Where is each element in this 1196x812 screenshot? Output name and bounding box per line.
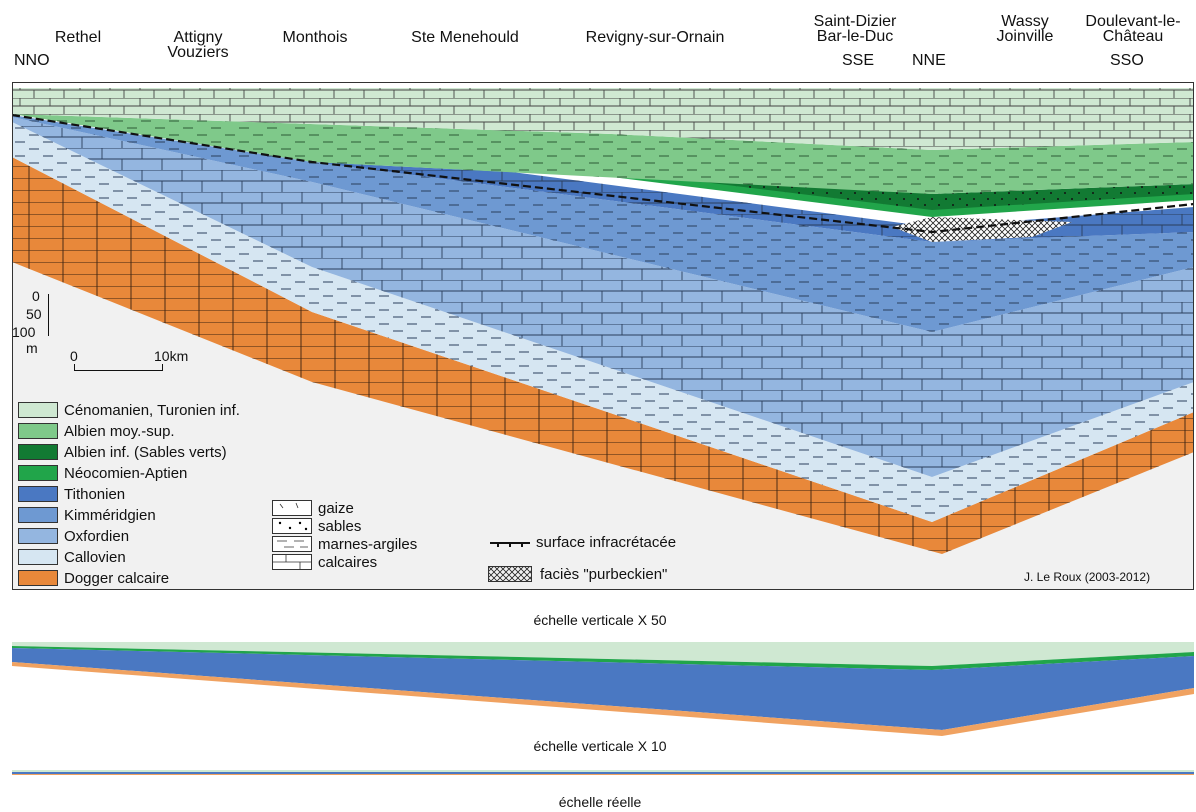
cross-section-real [12,770,1194,775]
surface-infracretacee-label: surface infracrétacée [536,534,677,551]
place-ste-menehould: Ste Menehould [411,29,519,46]
cross-section-x50 [12,82,1194,590]
marnes-label: marnes-argiles [318,536,418,553]
legend-item: Dogger calcaire [18,569,169,587]
cross-section-x10 [12,642,1194,736]
hscale-start: 0 [70,348,78,364]
caption-x10: échelle verticale X 10 [533,738,667,754]
vscale-100: 100 [12,324,36,340]
legend-item: Néocomien-Aptien [18,464,187,482]
calcaires-swatch [272,554,312,570]
direction-nne: NNE [912,52,946,69]
legend-item: Oxfordien [18,527,129,545]
surface-infracretacee-symbol [490,542,530,547]
gaize-swatch [272,500,312,516]
marnes-swatch [272,536,312,552]
legend-item: Albien inf. (Sables verts) [18,443,227,461]
legend-item: Callovien [18,548,126,566]
legend-item: Cénomanien, Turonien inf. [18,401,240,419]
legend-item: Tithonien [18,485,125,503]
credit: J. Le Roux (2003-2012) [1024,570,1151,584]
legend-item: Kimméridgien [18,506,156,524]
place-wassy-joinville: Wassy Joinville [996,13,1054,45]
place-attigny-vouziers: Attigny Vouziers [167,29,229,61]
place-doulevant: Doulevant-le- Château [1085,13,1181,45]
vscale-0: 0 [32,288,40,304]
purbeckien-label: faciès "purbeckien" [540,566,668,583]
caption-real: échelle réelle [558,794,642,810]
place-saint-dizier: Saint-Dizier Bar-le-Duc [813,13,897,45]
direction-nno: NNO [14,52,50,69]
gaize-label: gaize [318,500,354,517]
vscale-unit: m [26,340,38,356]
place-rethel: Rethel [54,29,102,46]
caption-x50: échelle verticale X 50 [533,612,667,628]
sables-swatch [272,518,312,534]
legend-item: Albien moy.-sup. [18,422,175,440]
surface-infracretacee-line [12,113,1194,234]
calcaires-label: calcaires [318,554,378,571]
hscale-end: 10km [154,348,189,364]
direction-sso: SSO [1110,52,1144,69]
sables-label: sables [318,518,362,535]
direction-sse: SSE [842,52,875,69]
place-revigny: Revigny-sur-Ornain [585,29,725,46]
purbeckien-symbol [488,566,532,582]
horizontal-scale: 0 10km [70,348,188,376]
place-monthois: Monthois [282,29,348,46]
layer-neocomien [612,177,1194,217]
vscale-50: 50 [26,306,42,322]
vertical-scale: 0 50 100 m [12,288,52,358]
